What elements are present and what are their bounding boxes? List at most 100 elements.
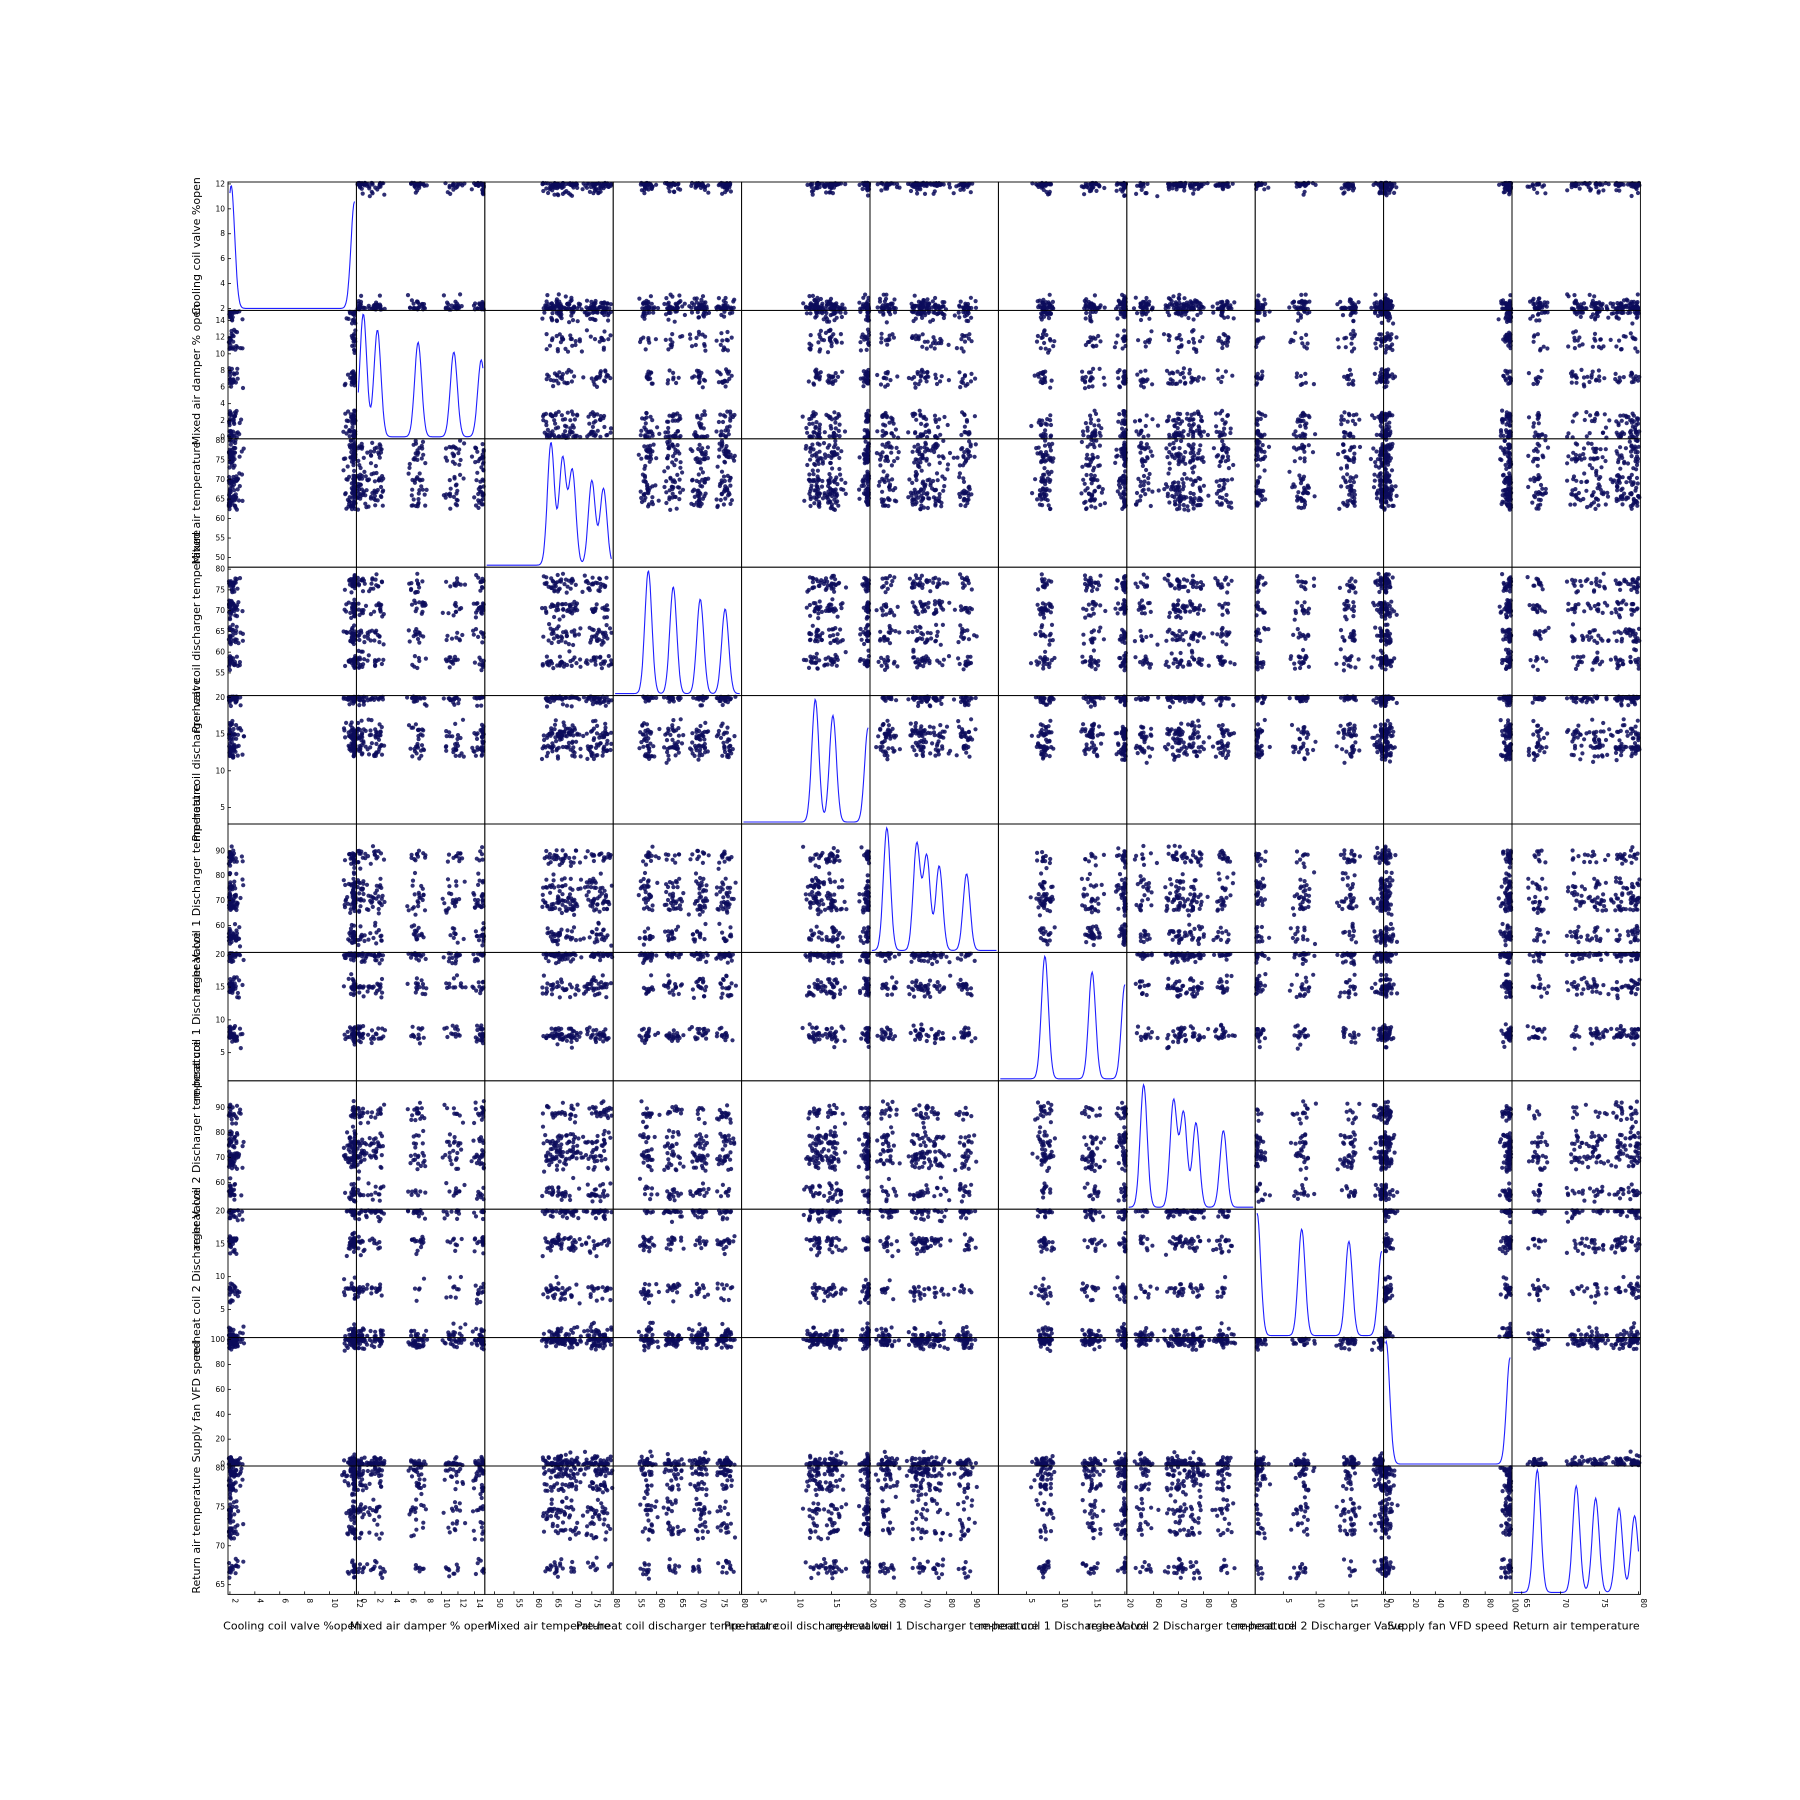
scatter-point [1585,374,1590,379]
scatter-point [1091,430,1096,435]
scatter-point [1507,318,1512,323]
panel-frame [1511,181,1641,311]
scatter-point [1221,182,1226,187]
scatter-point [1083,316,1088,321]
scatter-point [926,374,931,379]
scatter-point [861,384,866,389]
scatter-point [456,303,461,308]
scatter-point [556,381,561,386]
scatter-point [640,306,645,311]
scatter-point [412,457,417,462]
scatter-point [957,304,962,309]
scatter-point [469,454,475,459]
scatter-point [719,331,724,336]
scatter-point [865,431,870,436]
scatter-point [732,297,737,302]
scatter-point [1504,180,1509,186]
scatter-point [1377,332,1382,337]
scatter-point [1187,367,1192,372]
scatter-point [1220,187,1226,192]
scatter-point [1394,335,1399,340]
scatter-point [1171,294,1176,299]
scatter-point [416,497,421,502]
scatter-point [553,426,559,431]
scatter-point [1143,191,1148,196]
scatter-point [1122,369,1127,374]
scatter-point [410,487,415,492]
scatter-point [1602,412,1607,417]
scatter-point [1177,332,1182,338]
scatter-point [229,381,234,386]
scatter-point [703,309,708,314]
scatter-point [895,374,900,379]
scatter-point [604,301,609,306]
scatter-point [234,408,239,414]
scatter-point [1191,317,1196,322]
scatter-point [1186,315,1191,321]
scatter-point [646,369,651,374]
scatter-point [1590,369,1595,374]
scatter-point [1291,338,1296,343]
scatter-point [1175,426,1180,431]
scatter-point [885,342,890,347]
scatter-point [1210,304,1215,309]
scatter-point [1626,414,1631,420]
scatter-point [351,438,356,444]
scatter-point [469,187,474,192]
scatter-point [724,337,729,342]
scatter-point [954,346,960,351]
panel-frame [1254,309,1385,440]
scatter-point [544,186,549,191]
scatter-point [1339,422,1344,427]
scatter-point [1191,328,1196,333]
panel-0-3 [612,180,743,312]
scatter-point [723,414,728,419]
scatter-point [1181,366,1186,371]
scatter-point [1088,376,1093,381]
scatter-point [1133,295,1138,300]
scatter-point [1635,349,1640,354]
scatter-point [838,332,844,337]
scatter-point [885,337,891,342]
scatter-point [843,310,848,315]
scatter-point [879,188,884,193]
scatter-point [361,305,366,310]
scatter-point [671,375,676,380]
scatter-point [421,302,427,307]
scatter-point [1536,421,1541,426]
scatter-point [908,188,914,194]
scatter-point [1388,336,1393,341]
scatter-point [1573,373,1578,378]
scatter-point [680,334,685,339]
scatter-point [1616,421,1621,426]
scatter-point [689,344,695,349]
scatter-point [702,342,707,347]
scatter-point [725,185,730,190]
scatter-point [1116,419,1121,424]
scatter-point [1197,431,1202,436]
scatter-point [693,430,698,435]
scatter-point [1145,377,1150,382]
scatter-point [1340,305,1345,310]
scatter-point [592,382,597,387]
panel-1-6 [997,309,1128,440]
scatter-point [1387,346,1392,351]
scatter-point [1255,430,1260,435]
scatter-point [696,315,701,320]
scatter-point [832,318,837,323]
scatter-point [1537,296,1542,301]
scatter-point [583,183,588,188]
scatter-point [411,306,416,311]
scatter-point [544,306,549,311]
scatter-point [650,184,655,189]
scatter-point [1390,372,1395,377]
scatter-point [1496,317,1501,322]
scatter-point [556,303,561,309]
scatter-point [1596,190,1601,195]
scatter-point [1378,370,1383,375]
panel-0-8 [1254,180,1385,312]
scatter-point [1614,430,1619,435]
scatter-point [1537,305,1542,310]
scatter-point [644,410,649,416]
scatter-point [1038,346,1043,351]
